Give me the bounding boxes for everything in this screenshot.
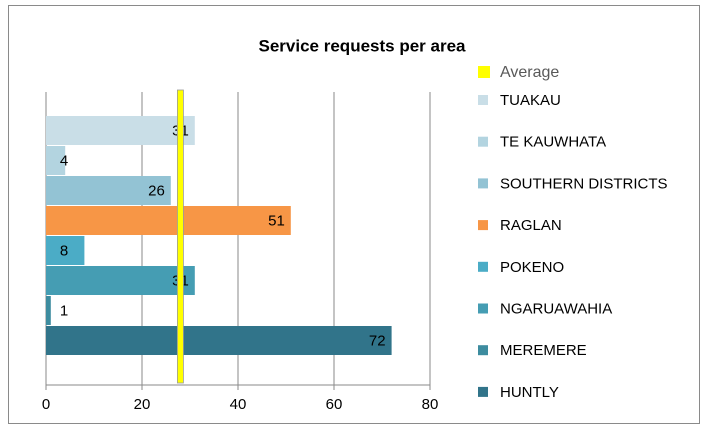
bar [46, 326, 392, 355]
legend-label: TUAKAU [500, 92, 561, 109]
bar [46, 266, 195, 295]
legend-label: NGARUAWAHIA [500, 300, 612, 317]
bar [46, 236, 85, 265]
data-label: 4 [60, 152, 68, 169]
legend-swatch [478, 345, 488, 356]
x-tick-label: 60 [326, 396, 343, 413]
legend-label: POKENO [500, 259, 564, 276]
bar [46, 146, 66, 175]
average-line [176, 89, 184, 384]
data-label: 8 [60, 242, 68, 259]
x-tick-label: 40 [230, 396, 247, 413]
data-label: 26 [148, 182, 165, 199]
legend-swatch [478, 220, 488, 231]
legend-label: Average [500, 64, 559, 81]
legend-swatch [478, 178, 488, 189]
legend-swatch [478, 386, 488, 397]
legend-label: SOUTHERN DISTRICTS [500, 175, 668, 192]
legend-swatch [478, 66, 490, 78]
legend-label: MEREMERE [500, 342, 587, 359]
legend-label: HUNTLY [500, 384, 559, 401]
data-label: 72 [369, 332, 386, 349]
data-label: 1 [60, 302, 68, 319]
legend-swatch [478, 261, 488, 272]
x-tick-label: 20 [134, 396, 151, 413]
legend-label: TE KAUWHATA [500, 134, 606, 151]
bar [46, 206, 291, 235]
data-label: 51 [268, 212, 285, 229]
bar [46, 116, 195, 145]
chart-title: Service requests per area [259, 36, 467, 55]
bar [46, 176, 171, 205]
bar [46, 296, 51, 325]
legend-swatch [478, 303, 488, 314]
legend-swatch [478, 95, 488, 105]
x-tick-label: 80 [422, 396, 439, 413]
x-tick-label: 0 [42, 396, 50, 413]
legend-swatch [478, 136, 488, 147]
legend-label: RAGLAN [500, 217, 562, 234]
